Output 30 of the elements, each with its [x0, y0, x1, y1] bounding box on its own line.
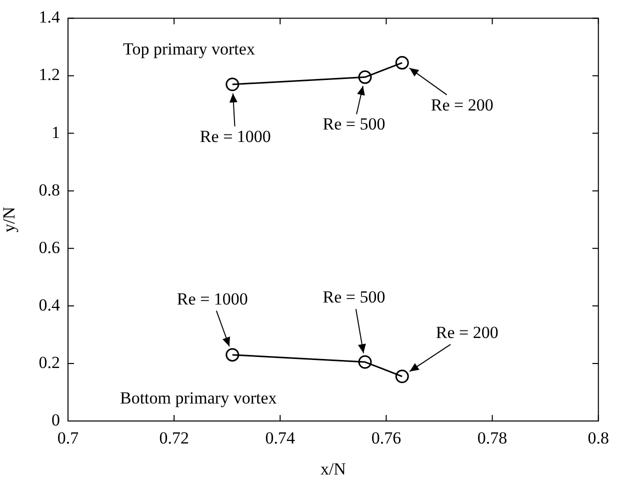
y-tick-label: 0.4 [38, 295, 60, 314]
point [358, 355, 372, 369]
annotation: Re = 1000 [200, 126, 271, 146]
annotation: Re = 1000 [176, 289, 248, 308]
point [395, 370, 409, 384]
annotation: Top primary vortex [123, 39, 256, 58]
y-axis-title: y/N [0, 206, 19, 232]
point [358, 70, 372, 84]
annotation: Bottom primary vortex [120, 388, 278, 408]
annotation: Re = 200 [436, 322, 498, 342]
y-tick-label: 0.6 [38, 238, 60, 257]
x-tick-label: 0.78 [477, 428, 508, 448]
y-tick-label: 1 [52, 122, 60, 142]
y-tick-label: 1.4 [38, 8, 60, 27]
x-tick-label: 0.7 [57, 428, 80, 448]
point [226, 348, 240, 362]
point [226, 78, 240, 92]
y-tick-label: 1.2 [38, 65, 60, 84]
y-tick-label: 0.2 [38, 352, 60, 372]
x-axis-title: x/N [320, 459, 346, 478]
x-tick-label: 0.8 [588, 428, 609, 448]
x-tick-label: 0.76 [371, 428, 402, 448]
x-tick-label: 0.74 [265, 428, 296, 448]
annotation: Re = 500 [322, 287, 386, 306]
x-tick-label: 0.72 [159, 428, 189, 448]
annotation: Re = 200 [430, 95, 494, 114]
point [395, 56, 409, 70]
y-tick-label: 0 [52, 410, 60, 430]
y-tick-label: 0.8 [38, 180, 60, 200]
annotation: Re = 500 [322, 114, 386, 134]
